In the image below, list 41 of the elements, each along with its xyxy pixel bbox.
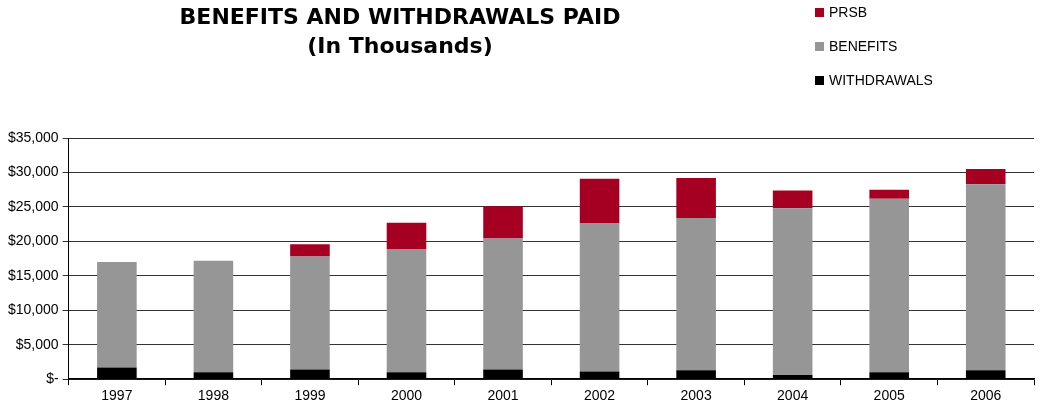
x-tick-label: 2004 xyxy=(777,387,809,404)
bar xyxy=(386,248,427,373)
y-tick-label: $15,000 xyxy=(8,266,59,283)
y-tick-label: $30,000 xyxy=(8,163,59,180)
bar xyxy=(772,190,813,209)
x-tick-label: 2005 xyxy=(873,387,905,404)
bar xyxy=(965,184,1006,371)
y-tick-label: $- xyxy=(46,370,59,387)
x-tick-label: 1998 xyxy=(197,387,230,404)
x-tick-label: 2002 xyxy=(583,387,616,404)
legend-label: WITHDRAWALS xyxy=(829,72,933,88)
chart-title: BENEFITS AND WITHDRAWALS PAID xyxy=(178,3,622,31)
y-tick-label: $25,000 xyxy=(8,197,59,214)
x-tick-label: 1999 xyxy=(294,387,326,404)
x-tick-label: 2003 xyxy=(680,387,712,404)
legend-label: BENEFITS xyxy=(829,38,898,54)
bar xyxy=(869,198,909,373)
bar xyxy=(772,208,813,376)
bar xyxy=(579,223,620,372)
x-tick-label: 2001 xyxy=(487,387,519,404)
bar xyxy=(676,177,716,218)
x-tick-label: 2006 xyxy=(970,387,1002,404)
bar xyxy=(193,260,234,373)
bar xyxy=(290,256,330,370)
chart-subtitle: (In Thousands) xyxy=(306,32,494,60)
bar xyxy=(869,189,909,199)
y-tick-label: $20,000 xyxy=(8,232,59,249)
y-tick-label: $35,000 xyxy=(8,128,59,145)
bar xyxy=(965,169,1006,185)
bar xyxy=(97,262,137,368)
bar xyxy=(676,217,716,371)
bar xyxy=(483,206,523,239)
x-tick-label: 2000 xyxy=(390,387,423,404)
legend-label: PRSB xyxy=(829,4,868,20)
y-tick-label: $10,000 xyxy=(8,301,59,318)
bar xyxy=(579,178,620,224)
y-tick-label: $5,000 xyxy=(15,335,59,352)
bar xyxy=(290,244,330,257)
bar xyxy=(386,222,427,249)
x-tick-label: 1997 xyxy=(101,387,133,404)
bar xyxy=(483,238,523,370)
